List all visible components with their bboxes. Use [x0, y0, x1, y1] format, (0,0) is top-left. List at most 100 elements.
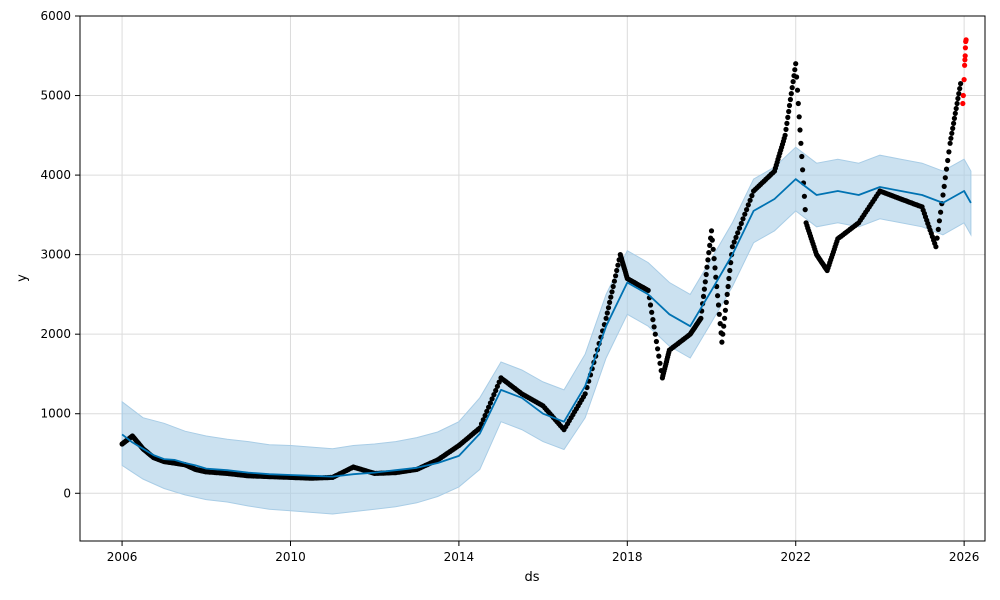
observed-point: [656, 353, 662, 359]
observed-point: [707, 242, 713, 248]
observed-point: [947, 140, 953, 146]
x-tick-label: 2026: [949, 550, 980, 564]
observed-point: [726, 275, 732, 282]
observed-point: [946, 149, 952, 155]
y-tick-label: 6000: [40, 9, 71, 23]
uncertainty-interval-band: [121, 146, 972, 515]
observed-point: [794, 87, 801, 93]
outlier-point: [960, 100, 966, 107]
observed-point: [952, 110, 958, 116]
outlier-point: [963, 37, 969, 43]
outlier-point: [962, 53, 968, 59]
observed-point: [701, 286, 708, 292]
observed-point: [715, 302, 722, 308]
observed-point: [801, 193, 808, 199]
observed-point: [736, 225, 743, 231]
observed-point: [491, 392, 497, 398]
observed-point: [949, 130, 955, 136]
observed-point: [953, 105, 959, 112]
observed-point: [792, 67, 798, 73]
observed-point: [724, 291, 730, 297]
observed-point: [951, 115, 958, 121]
observed-point: [649, 309, 655, 315]
observed-point: [613, 273, 619, 279]
observed-point: [702, 279, 708, 285]
observed-point: [655, 346, 661, 352]
observed-point: [790, 79, 796, 85]
observed-point: [938, 209, 944, 215]
observed-point: [604, 310, 610, 316]
observed-point: [945, 157, 951, 164]
observed-point: [744, 207, 750, 213]
observed-point: [784, 120, 790, 126]
observed-point: [725, 283, 731, 290]
observed-point: [484, 408, 490, 414]
observed-point: [948, 135, 954, 141]
observed-point: [940, 192, 946, 198]
observed-point: [478, 421, 485, 427]
forecast-line: [121, 178, 972, 478]
observed-point: [719, 339, 725, 345]
observed-point: [742, 211, 748, 217]
observed-point: [799, 153, 805, 160]
observed-point: [789, 85, 795, 91]
x-tick-label: 2014: [444, 550, 475, 564]
observed-point: [786, 108, 792, 115]
observed-point: [782, 132, 788, 138]
observed-point: [605, 305, 612, 311]
observed-point: [657, 360, 663, 366]
y-tick-label: 4000: [40, 168, 71, 182]
observed-point: [703, 271, 709, 278]
plot-area-frame: [79, 15, 986, 542]
observed-point: [650, 317, 656, 323]
observed-point: [935, 226, 941, 232]
x-tick-label: 2018: [612, 550, 643, 564]
observed-point: [486, 404, 492, 410]
observed-point: [711, 256, 717, 262]
observed-point: [733, 234, 739, 240]
observed-point: [729, 244, 736, 250]
observed-point: [489, 396, 495, 402]
observed-point: [950, 125, 956, 131]
observed-point: [712, 265, 718, 271]
observed-point: [727, 267, 733, 274]
observed-point: [747, 197, 753, 203]
observed-point: [487, 400, 493, 406]
observed-point: [582, 391, 588, 397]
observed-point: [720, 331, 726, 337]
observed-point: [783, 126, 789, 132]
observed-point: [735, 230, 741, 236]
observed-point: [493, 387, 499, 394]
observed-point: [942, 175, 948, 181]
outlier-point: [962, 57, 968, 63]
observed-point: [941, 183, 947, 189]
y-tick-label: 2000: [40, 327, 71, 341]
observed-point: [787, 96, 794, 103]
observed-point: [795, 100, 801, 107]
observed-point: [609, 289, 615, 295]
observed-point: [723, 299, 729, 305]
observed-point: [802, 207, 808, 213]
observed-point: [731, 239, 737, 245]
observed-point: [951, 120, 957, 126]
observed-point: [943, 166, 950, 172]
observed-point: [954, 100, 960, 107]
observed-point: [958, 81, 964, 87]
observed-point: [749, 193, 755, 199]
observed-point: [721, 323, 727, 329]
observed-point: [786, 102, 793, 109]
observed-point: [740, 216, 746, 222]
x-axis-ticks: 2006 2010 2014 2018 2022 2026: [107, 541, 980, 564]
observed-point: [480, 417, 486, 423]
observed-point: [651, 324, 657, 330]
observed-point: [713, 274, 719, 280]
observed-point: [603, 315, 609, 321]
observed-point: [645, 287, 651, 293]
outlier-point: [960, 92, 966, 99]
observed-point: [955, 95, 961, 102]
observed-point: [700, 293, 707, 299]
observed-point: [722, 315, 728, 321]
y-axis-ticks: 0 1000 2000 3000 4000 5000 6000: [40, 9, 80, 500]
